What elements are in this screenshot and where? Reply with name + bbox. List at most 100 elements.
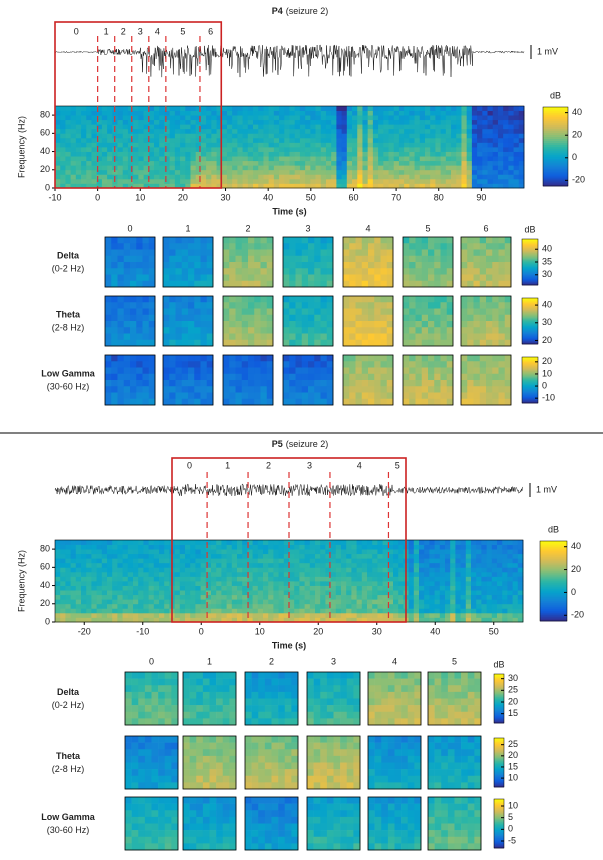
colorbar-cell bbox=[543, 126, 568, 130]
heatmap-cell bbox=[440, 302, 448, 309]
spectrogram-cell bbox=[60, 142, 66, 148]
spectrogram-cell bbox=[435, 106, 442, 111]
heatmap-cell bbox=[289, 386, 296, 393]
heatmap-cell bbox=[326, 333, 334, 341]
spectrogram-cell bbox=[237, 567, 243, 573]
column-label: 2 bbox=[245, 223, 250, 233]
spectrogram-cell bbox=[226, 576, 233, 582]
spectrogram-cell bbox=[393, 110, 400, 116]
heatmap-cell bbox=[349, 274, 356, 282]
spectrogram-cell bbox=[440, 165, 447, 171]
spectrogram-cell bbox=[216, 612, 222, 618]
heatmap-cell bbox=[492, 386, 499, 393]
spectrogram-cell bbox=[481, 540, 487, 545]
y-tick-label: 60 bbox=[40, 562, 50, 572]
spectrogram-cell bbox=[408, 571, 415, 577]
spectrogram-cell bbox=[356, 549, 363, 555]
heatmap-cell bbox=[131, 691, 139, 699]
heatmap-cell bbox=[380, 327, 388, 334]
heatmap-cell bbox=[320, 327, 328, 334]
heatmap-cell bbox=[266, 380, 274, 387]
spectrogram-cell bbox=[138, 576, 144, 582]
spectrogram-cell bbox=[263, 544, 269, 550]
spectrogram-cell bbox=[195, 567, 201, 573]
spectrogram-cell bbox=[159, 133, 165, 139]
heatmap-cell bbox=[428, 355, 435, 362]
heatmap-cell bbox=[428, 280, 435, 288]
heatmap-cell bbox=[105, 398, 112, 406]
heatmap-cell bbox=[163, 355, 170, 362]
heatmap-cell bbox=[175, 274, 183, 282]
heatmap-cell bbox=[241, 327, 249, 334]
spectrogram-cell bbox=[388, 137, 395, 143]
spectrogram-cell bbox=[382, 562, 389, 568]
colorbar-cell bbox=[522, 249, 538, 251]
heatmap-cell bbox=[467, 308, 474, 316]
spectrogram-cell bbox=[289, 147, 296, 152]
spectrogram-cell bbox=[481, 544, 487, 550]
heatmap-cell bbox=[415, 268, 423, 275]
spectrogram-cell bbox=[497, 594, 503, 600]
heatmap-cell bbox=[380, 373, 388, 381]
spectrogram-cell bbox=[482, 165, 488, 171]
spectrogram-cell bbox=[55, 137, 61, 143]
spectrogram-cell bbox=[315, 165, 322, 171]
spectrogram-cell bbox=[143, 599, 149, 605]
heatmap-cell bbox=[206, 361, 214, 368]
y-tick-label: 40 bbox=[40, 580, 50, 590]
heatmap-frame bbox=[460, 354, 512, 406]
heatmap-cell bbox=[361, 280, 369, 288]
spectrogram-cell bbox=[518, 183, 525, 189]
spectrogram-cell bbox=[247, 585, 253, 591]
colorbar-tick-label: 30 bbox=[542, 317, 552, 327]
spectrogram-cell bbox=[221, 612, 227, 618]
spectrogram-cell bbox=[492, 142, 499, 148]
heatmap-cell bbox=[361, 237, 369, 244]
spectrogram-cell bbox=[164, 115, 171, 121]
spectrogram-cell bbox=[86, 567, 92, 573]
spectrogram-cell bbox=[508, 128, 514, 134]
heatmap-cell bbox=[355, 392, 363, 400]
spectrogram-cell bbox=[232, 128, 238, 134]
heatmap-cell bbox=[181, 361, 189, 368]
spectrogram-cell bbox=[367, 142, 374, 148]
heatmap-cell bbox=[163, 398, 170, 406]
spectrogram-cell bbox=[133, 603, 139, 609]
heatmap-cell bbox=[473, 243, 481, 250]
spectrogram-cell bbox=[206, 115, 212, 121]
spectrogram-cell bbox=[424, 558, 430, 564]
spectrogram-cell bbox=[60, 540, 66, 545]
spectrogram-cell bbox=[419, 612, 425, 618]
spectrogram-cell bbox=[247, 151, 254, 157]
window-box bbox=[54, 21, 223, 189]
heatmap-cell bbox=[130, 380, 137, 387]
spectrogram-cell bbox=[320, 119, 327, 125]
heatmap-cell bbox=[504, 296, 512, 303]
spectrogram-cell bbox=[491, 608, 498, 614]
heatmap-cell bbox=[169, 333, 176, 341]
heatmap-cell bbox=[123, 255, 131, 263]
spectrogram-cell bbox=[263, 142, 270, 148]
spectrogram-cell bbox=[513, 178, 520, 184]
spectrogram-cell bbox=[60, 169, 66, 175]
spectrogram-cell bbox=[211, 151, 217, 157]
heatmap-cell bbox=[283, 302, 290, 309]
heatmap-cell bbox=[428, 237, 435, 244]
heatmap-cell bbox=[467, 296, 474, 303]
spectrogram-cell bbox=[492, 156, 499, 162]
spectrogram-cell bbox=[148, 612, 155, 618]
spectrogram-cell bbox=[372, 137, 379, 143]
spectrogram-cell bbox=[75, 106, 82, 111]
heatmap-cell bbox=[235, 373, 243, 381]
heatmap-cell bbox=[142, 243, 150, 250]
spectrogram-cell bbox=[268, 147, 275, 152]
spectrogram-cell bbox=[331, 110, 337, 116]
spectrogram-cell bbox=[357, 115, 363, 121]
heatmap-cell bbox=[308, 296, 315, 303]
x-tick-label: 40 bbox=[263, 192, 273, 202]
spectrogram-cell bbox=[429, 617, 435, 623]
colorbar-cell bbox=[540, 563, 567, 566]
spectrogram-cell bbox=[398, 169, 405, 175]
spectrogram-cell bbox=[148, 178, 155, 184]
heatmap-cell bbox=[368, 333, 375, 341]
